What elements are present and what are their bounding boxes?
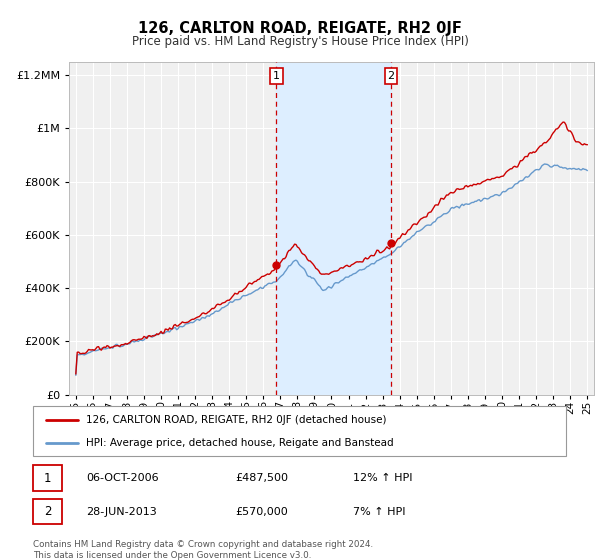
Text: Price paid vs. HM Land Registry's House Price Index (HPI): Price paid vs. HM Land Registry's House … (131, 35, 469, 48)
Text: 126, CARLTON ROAD, REIGATE, RH2 0JF (detached house): 126, CARLTON ROAD, REIGATE, RH2 0JF (det… (86, 414, 387, 424)
Text: 2: 2 (388, 71, 395, 81)
Text: HPI: Average price, detached house, Reigate and Banstead: HPI: Average price, detached house, Reig… (86, 438, 394, 448)
Text: 12% ↑ HPI: 12% ↑ HPI (353, 473, 412, 483)
FancyBboxPatch shape (33, 499, 62, 525)
Text: Contains HM Land Registry data © Crown copyright and database right 2024.
This d: Contains HM Land Registry data © Crown c… (33, 540, 373, 560)
Text: 1: 1 (273, 71, 280, 81)
Text: 126, CARLTON ROAD, REIGATE, RH2 0JF: 126, CARLTON ROAD, REIGATE, RH2 0JF (138, 21, 462, 36)
Text: 1: 1 (44, 472, 52, 484)
Text: £487,500: £487,500 (235, 473, 289, 483)
FancyBboxPatch shape (33, 406, 566, 456)
Text: 06-OCT-2006: 06-OCT-2006 (86, 473, 159, 483)
Text: 2: 2 (44, 505, 52, 518)
FancyBboxPatch shape (33, 465, 62, 491)
Bar (277, 62, 391, 395)
Text: 7% ↑ HPI: 7% ↑ HPI (353, 507, 405, 517)
Text: 28-JUN-2013: 28-JUN-2013 (86, 507, 157, 517)
Text: £570,000: £570,000 (235, 507, 288, 517)
